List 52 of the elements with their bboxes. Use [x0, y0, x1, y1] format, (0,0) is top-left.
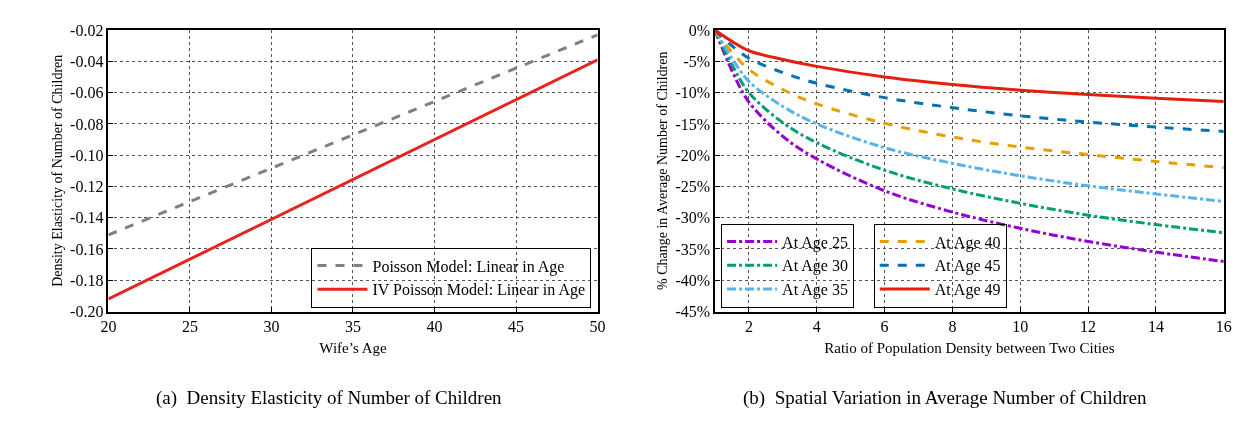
y-tick-label: -0.12: [70, 178, 104, 196]
y-tick-label: -0.10: [70, 146, 104, 164]
y-tick-label: -10%: [675, 84, 711, 102]
y-axis-title: Density Elasticity of Number of Children: [50, 54, 66, 287]
x-tick-label: 16: [1215, 318, 1232, 336]
y-tick-label: -0.02: [70, 21, 104, 39]
legend-label: IV Poisson Model: Linear in Age: [372, 281, 586, 300]
legend-label: At Age 49: [934, 281, 1001, 300]
text: (b) Spatial Variation in Average Number of Children: [743, 387, 1147, 409]
x-tick-label: 14: [1147, 318, 1164, 336]
y-tick-label: -45%: [675, 303, 711, 321]
y-tick-label: -0.14: [70, 209, 104, 227]
legend-label: At Age 40: [934, 233, 1001, 252]
x-tick-label: 30: [263, 318, 280, 336]
y-tick-label: -20%: [675, 146, 711, 164]
x-tick-label: 20: [100, 318, 117, 336]
x-tick-label: 40: [426, 318, 443, 336]
x-tick-label: 4: [812, 318, 821, 336]
legend-label: At Age 25: [782, 233, 848, 252]
y-axis-title: % Change in Average Number of Children: [655, 51, 671, 291]
legend-label: Poisson Model: Linear in Age: [372, 257, 565, 276]
x-tick-label: 35: [344, 318, 361, 336]
y-tick-label: -30%: [675, 209, 711, 227]
y-tick-label: -5%: [683, 52, 711, 70]
y-tick-label: -0.06: [70, 84, 104, 102]
x-tick-label: 8: [948, 318, 957, 336]
line-series: [715, 30, 1224, 203]
x-tick-label: 2: [744, 318, 753, 336]
x-tick-label: 45: [508, 318, 525, 336]
legend-label: At Age 45: [934, 257, 1001, 276]
x-axis-title: Wife’s Age: [319, 339, 387, 356]
y-tick-label: 0%: [688, 21, 711, 39]
legend-label: At Age 30: [782, 257, 848, 276]
text: (a) Density Elasticity of Number of Children: [156, 387, 503, 409]
x-tick-label: 50: [589, 318, 606, 336]
y-tick-label: -0.08: [70, 115, 104, 133]
x-tick-label: 10: [1012, 318, 1029, 336]
y-tick-label: -35%: [675, 240, 711, 258]
x-tick-label: 6: [880, 318, 889, 336]
line-series: [715, 30, 1224, 133]
line-series: [715, 30, 1224, 103]
y-tick-label: -0.20: [70, 303, 104, 321]
legend-label: At Age 35: [782, 281, 848, 300]
x-tick-label: 25: [181, 318, 198, 336]
x-tick-label: 12: [1080, 318, 1097, 336]
y-tick-label: -40%: [675, 271, 711, 289]
y-tick-label: -0.16: [70, 240, 104, 258]
x-axis-title: Ratio of Population Density between Two Cities: [824, 339, 1115, 356]
y-tick-label: -15%: [675, 115, 711, 133]
y-tick-label: -0.04: [70, 52, 104, 70]
y-tick-label: -0.18: [70, 271, 104, 289]
y-tick-label: -25%: [675, 178, 711, 196]
